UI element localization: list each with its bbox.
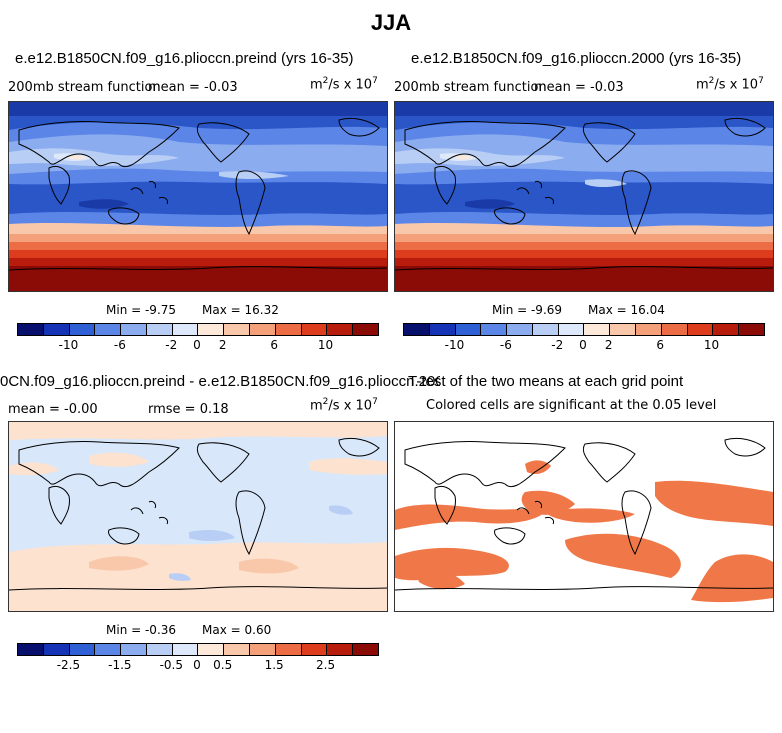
colorbar-2000-swatch — [429, 324, 456, 335]
colorbar-preind-swatch — [353, 324, 378, 335]
colorbar-difference-swatch — [69, 644, 96, 655]
colorbar-2000-tick-label: -10 — [444, 338, 465, 352]
max-label-preind: Max = 16.32 — [202, 303, 279, 317]
colorbar-difference-swatch — [172, 644, 199, 655]
colorbar-preind-swatch — [69, 324, 96, 335]
colorbar-2000-swatch — [584, 324, 611, 335]
min-label-2000: Min = -9.69 — [492, 303, 563, 317]
panel-title-preind: e.e12.B1850CN.f09_g16.plioccn.preind (yr… — [15, 50, 354, 67]
colorbar-difference-swatch — [18, 644, 44, 655]
panel-title-2000: e.e12.B1850CN.f09_g16.plioccn.2000 (yrs … — [411, 50, 742, 67]
units-label-difference: m2/s x 107 — [310, 397, 378, 414]
colorbar-ticks-difference: -2.5 -1.5 -0.5 0 0.5 1.5 2.5 — [17, 658, 377, 672]
colorbar-preind-swatch — [18, 324, 44, 335]
colorbar-difference-swatch — [275, 644, 302, 655]
colorbar-difference-swatch — [198, 644, 225, 655]
colorbar-preind-tick-label: 0 — [193, 338, 201, 352]
colorbar-2000-swatch — [739, 324, 764, 335]
colorbar-preind-tick-label: 10 — [317, 338, 334, 352]
colorbar-preind-swatch — [172, 324, 199, 335]
colorbar-difference-tick-label: 2.5 — [316, 658, 336, 672]
mean-label-difference: mean = -0.00 — [8, 402, 98, 417]
colorbar-2000-swatch — [532, 324, 559, 335]
rmse-label-difference: rmse = 0.18 — [148, 402, 229, 417]
panel-title-difference: 0CN.f09_g16.plioccn.preind - e.e12.B1850… — [0, 373, 440, 390]
colorbar-preind-swatch — [301, 324, 328, 335]
colorbar-2000-swatch — [455, 324, 482, 335]
colorbar-difference-swatch — [95, 644, 122, 655]
colorbar-difference-swatch — [224, 644, 251, 655]
min-label-difference: Min = -0.36 — [106, 623, 177, 637]
colorbar-difference-tick-label: -2.5 — [56, 658, 81, 672]
colorbar-preind-tick-label: -6 — [113, 338, 126, 352]
colorbar-2000-tick-label: 10 — [703, 338, 720, 352]
colorbar-preind-swatch — [198, 324, 225, 335]
colorbar-difference-tick-label: 0 — [193, 658, 201, 672]
colorbar-preind — [17, 323, 379, 336]
max-label-2000: Max = 16.04 — [588, 303, 665, 317]
colorbar-difference-swatch — [250, 644, 276, 655]
colorbar-difference — [17, 643, 379, 656]
mean-label-preind: mean = -0.03 — [148, 80, 238, 95]
colorbar-preind-tick-label: -10 — [58, 338, 79, 352]
colorbar-2000-swatch — [636, 324, 662, 335]
colorbar-2000-swatch — [404, 324, 430, 335]
map-preind — [8, 101, 388, 292]
map-ttest — [394, 421, 774, 612]
colorbar-2000-swatch — [687, 324, 714, 335]
colorbar-2000-tick-label: 2 — [604, 338, 613, 352]
colorbar-difference-swatch — [146, 644, 173, 655]
colorbar-difference-swatch — [327, 644, 354, 655]
colorbar-ticks-preind: -10 -6 -2 0 2 6 10 — [17, 338, 377, 352]
colorbar-2000-swatch — [610, 324, 637, 335]
colorbar-difference-swatch — [43, 644, 70, 655]
colorbar-difference-tick-label: 0.5 — [213, 658, 233, 672]
colorbar-preind-tick-label: 6 — [270, 338, 278, 352]
colorbar-2000-swatch — [558, 324, 585, 335]
colorbar-2000-tick-label: -6 — [499, 338, 512, 352]
colorbar-preind-tick-label: -2 — [165, 338, 178, 352]
colorbar-preind-swatch — [250, 324, 276, 335]
panel-subtitle-ttest: Colored cells are significant at the 0.0… — [426, 398, 717, 413]
colorbar-2000 — [403, 323, 765, 336]
min-label-preind: Min = -9.75 — [106, 303, 177, 317]
colorbar-difference-tick-label: -0.5 — [159, 658, 183, 672]
colorbar-2000-swatch — [507, 324, 533, 335]
colorbar-2000-tick-label: 0 — [579, 338, 587, 352]
colorbar-difference-tick-label: -1.5 — [108, 658, 132, 672]
panel-title-ttest: T-test of the two means at each grid poi… — [408, 373, 684, 390]
map-difference — [8, 421, 388, 612]
colorbar-preind-swatch — [43, 324, 70, 335]
mean-label-2000: mean = -0.03 — [534, 80, 624, 95]
colorbar-difference-tick-label: 1.5 — [264, 658, 284, 672]
colorbar-2000-tick-label: 6 — [656, 338, 664, 352]
figure-title: JJA — [370, 10, 412, 35]
colorbar-difference-swatch — [121, 644, 147, 655]
colorbar-2000-swatch — [481, 324, 508, 335]
colorbar-preind-swatch — [275, 324, 302, 335]
colorbar-difference-swatch — [301, 644, 328, 655]
colorbar-ticks-2000: -10 -6 -2 0 2 6 10 — [403, 338, 763, 352]
variable-label-2000: 200mb stream function — [394, 80, 547, 95]
colorbar-preind-swatch — [327, 324, 354, 335]
units-label-preind: m2/s x 107 — [310, 76, 378, 93]
variable-label-preind: 200mb stream function — [8, 80, 161, 95]
colorbar-preind-swatch — [121, 324, 147, 335]
colorbar-preind-tick-label: 2 — [218, 338, 227, 352]
map-2000 — [394, 101, 774, 292]
colorbar-2000-swatch — [713, 324, 740, 335]
units-label-2000: m2/s x 107 — [696, 76, 764, 93]
colorbar-2000-swatch — [661, 324, 688, 335]
colorbar-preind-swatch — [224, 324, 251, 335]
colorbar-preind-swatch — [146, 324, 173, 335]
max-label-difference: Max = 0.60 — [202, 623, 272, 637]
colorbar-preind-swatch — [95, 324, 122, 335]
colorbar-difference-swatch — [353, 644, 378, 655]
colorbar-2000-tick-label: -2 — [551, 338, 564, 352]
